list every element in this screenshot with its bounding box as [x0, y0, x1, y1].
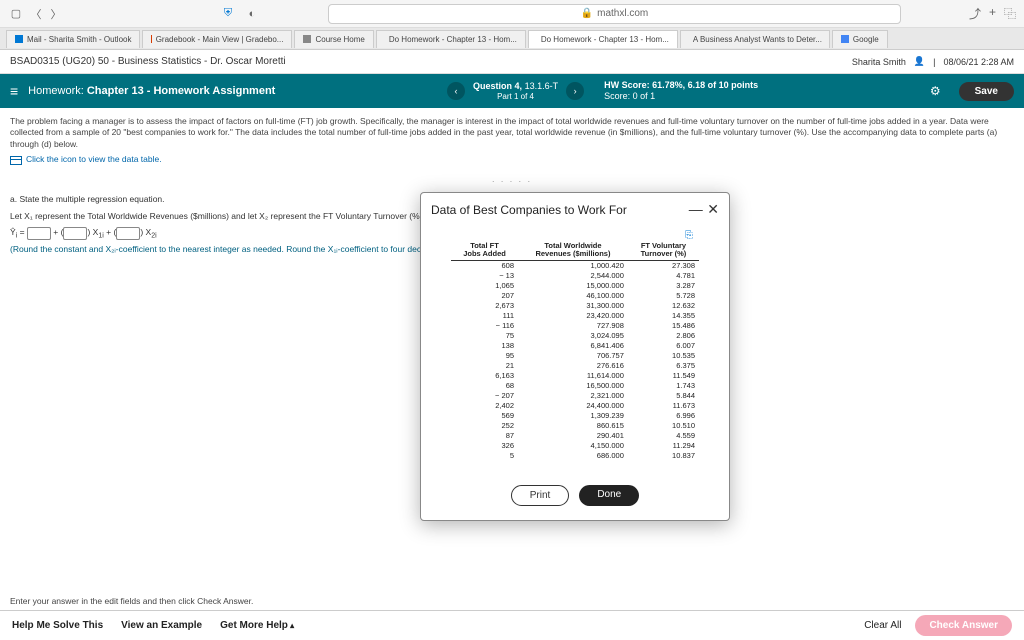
col-header-1: Total FTJobs Added: [451, 241, 518, 260]
lock-icon: 🔒: [581, 8, 593, 19]
menu-icon[interactable]: ≡: [10, 83, 18, 99]
get-more-help-button[interactable]: Get More Help: [220, 620, 294, 631]
table-row: 3264,150.00011.294: [451, 441, 699, 451]
print-button[interactable]: Print: [511, 485, 570, 506]
copy-icon[interactable]: ⎘: [451, 230, 699, 241]
course-header: BSAD0315 (UG20) 50 - Business Statistics…: [0, 50, 1024, 74]
table-row: 6081,000.42027.308: [451, 260, 699, 271]
table-row: 20746,100.0005.728: [451, 291, 699, 301]
sidebar-toggle-icon[interactable]: ▢: [8, 6, 24, 22]
score-info: HW Score: 61.78%, 6.18 of 10 points Scor…: [604, 80, 758, 102]
footer-bar: Help Me Solve This View an Example Get M…: [0, 610, 1024, 640]
contrast-icon: ◐: [244, 6, 260, 22]
shield-icon: ⛨: [220, 6, 236, 22]
done-button[interactable]: Done: [579, 485, 639, 506]
tab-2[interactable]: Course Home: [294, 30, 373, 48]
table-row: 2,67331,300.00012.632: [451, 301, 699, 311]
tab-3[interactable]: Do Homework - Chapter 13 - Hom...: [376, 30, 526, 48]
col-header-2: Total WorldwideRevenues ($millions): [518, 241, 628, 260]
hint-text: Enter your answer in the edit fields and…: [10, 596, 253, 606]
share-icon[interactable]: ⤴: [969, 5, 981, 22]
back-icon[interactable]: 〈: [28, 6, 44, 22]
url-text: mathxl.com: [597, 8, 648, 19]
gear-icon[interactable]: ⚙: [930, 84, 941, 98]
user-icon[interactable]: 👤: [914, 56, 925, 67]
table-row: 21276.6166.375: [451, 361, 699, 371]
view-example-button[interactable]: View an Example: [121, 620, 202, 631]
table-row: − 132,544.0004.781: [451, 271, 699, 281]
table-row: 87290.4014.559: [451, 431, 699, 441]
input-x2[interactable]: [116, 227, 140, 240]
tab-1[interactable]: Gradebook - Main View | Gradebo...: [142, 30, 292, 48]
table-row: 753,024.0952.806: [451, 331, 699, 341]
table-row: 5686.00010.837: [451, 451, 699, 461]
tabs-icon[interactable]: ⿻: [1004, 5, 1016, 22]
table-row: 2,40224,400.00011.673: [451, 401, 699, 411]
save-button[interactable]: Save: [959, 82, 1014, 101]
help-solve-button[interactable]: Help Me Solve This: [12, 620, 103, 631]
table-row: − 116727.90815.486: [451, 321, 699, 331]
table-row: 6,16311,614.00011.549: [451, 371, 699, 381]
modal-title: Data of Best Companies to Work For: [431, 203, 627, 217]
forward-icon[interactable]: 〉: [48, 6, 64, 22]
table-row: 95706.75710.535: [451, 351, 699, 361]
input-constant[interactable]: [27, 227, 51, 240]
assignment-bar: ≡ Homework: Chapter 13 - Homework Assign…: [0, 74, 1024, 108]
table-row: 6816,500.0001.743: [451, 381, 699, 391]
check-answer-button[interactable]: Check Answer: [915, 615, 1012, 636]
clear-all-button[interactable]: Clear All: [864, 620, 901, 631]
browser-tabs: Mail - Sharita Smith - Outlook Gradebook…: [0, 28, 1024, 50]
problem-statement: The problem facing a manager is to asses…: [0, 108, 1024, 174]
table-row: 1,06515,000.0003.287: [451, 281, 699, 291]
close-icon[interactable]: ✕: [707, 201, 719, 217]
user-name: Sharita Smith: [852, 57, 906, 67]
input-x1[interactable]: [63, 227, 87, 240]
table-row: 1386,841.4066.007: [451, 341, 699, 351]
browser-toolbar: ▢ 〈 〉 ⛨ ◐ 🔒 mathxl.com ⤴ + ⿻: [0, 0, 1024, 28]
tab-4[interactable]: Do Homework - Chapter 13 - Hom...: [528, 30, 678, 48]
divider: · · · · ·: [0, 174, 1024, 189]
table-row: 5691,309.2396.996: [451, 411, 699, 421]
prev-question-icon[interactable]: ‹: [447, 82, 465, 100]
assignment-title: Homework: Chapter 13 - Homework Assignme…: [28, 85, 275, 97]
datetime: 08/06/21 2:28 AM: [943, 57, 1014, 67]
next-question-icon[interactable]: ›: [566, 82, 584, 100]
tab-0[interactable]: Mail - Sharita Smith - Outlook: [6, 30, 140, 48]
col-header-3: FT VoluntaryTurnover (%): [628, 241, 699, 260]
table-row: 252860.61510.510: [451, 421, 699, 431]
tab-6[interactable]: Google: [832, 30, 888, 48]
table-row: − 2072,321.0005.844: [451, 391, 699, 401]
tab-5[interactable]: A Business Analyst Wants to Deter...: [680, 30, 830, 48]
table-row: 11123,420.00014.355: [451, 311, 699, 321]
data-table: Total FTJobs Added Total WorldwideRevenu…: [451, 241, 699, 461]
data-table-link[interactable]: Click the icon to view the data table.: [10, 154, 1014, 165]
question-info: Question 4, 13.1.6-T Part 1 of 4: [473, 81, 558, 101]
new-tab-icon[interactable]: +: [989, 5, 996, 22]
url-bar[interactable]: 🔒 mathxl.com: [328, 4, 901, 24]
table-icon: [10, 156, 22, 165]
minimize-icon[interactable]: —: [689, 201, 703, 217]
data-modal: Data of Best Companies to Work For — ✕ ⎘…: [420, 192, 730, 521]
course-title: BSAD0315 (UG20) 50 - Business Statistics…: [10, 56, 286, 67]
